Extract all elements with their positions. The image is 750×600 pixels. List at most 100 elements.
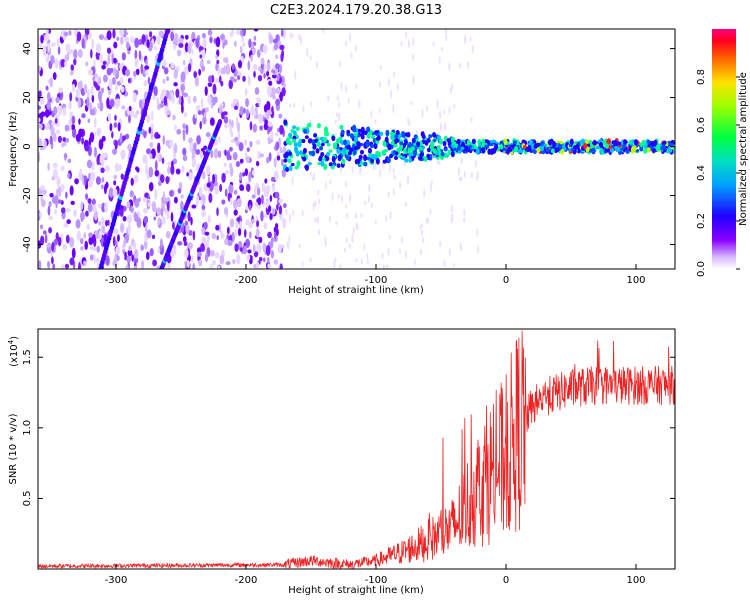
heatmap-cell bbox=[39, 211, 42, 218]
heatmap-cell bbox=[252, 123, 258, 133]
heatmap-cell bbox=[124, 36, 130, 43]
heatmap-cell bbox=[163, 67, 169, 75]
heatmap-cell bbox=[157, 180, 162, 187]
heatmap-cell bbox=[119, 63, 123, 70]
heatmap-cell bbox=[88, 172, 92, 181]
heatmap-cell bbox=[146, 114, 151, 124]
heatmap-cell bbox=[62, 106, 67, 117]
heatmap-cell bbox=[106, 30, 112, 40]
heatmap-cell bbox=[114, 139, 118, 150]
heatmap-band-cell bbox=[503, 147, 508, 152]
heatmap-cell bbox=[58, 87, 63, 94]
heatmap-cell bbox=[257, 49, 261, 58]
heatmap-band-cell bbox=[517, 149, 522, 153]
heatmap-cell bbox=[238, 142, 244, 152]
heatmap-cell bbox=[182, 123, 186, 130]
heatmap-cell bbox=[108, 187, 114, 198]
heatmap-cell bbox=[380, 65, 383, 70]
heatmap-band-cell bbox=[353, 146, 358, 151]
heatmap-cell bbox=[206, 182, 211, 188]
heatmap-band-cell bbox=[318, 157, 323, 162]
heatmap-cell bbox=[42, 189, 47, 195]
heatmap-cell bbox=[166, 76, 169, 81]
heatmap-cell bbox=[193, 142, 197, 151]
heatmap-cell bbox=[85, 210, 89, 217]
heatmap-cell bbox=[194, 76, 199, 87]
heatmap-cell bbox=[334, 132, 337, 137]
heatmap-cell bbox=[48, 227, 52, 234]
heatmap-band-cell bbox=[548, 139, 553, 146]
heatmap-cell bbox=[217, 66, 221, 76]
heatmap-cell bbox=[252, 63, 258, 71]
heatmap-cell bbox=[231, 63, 235, 71]
heatmap-band-cell bbox=[604, 143, 609, 149]
spectrogram-y-label: Frequency (Hz) bbox=[8, 111, 19, 187]
heatmap-band-cell bbox=[293, 141, 298, 148]
heatmap-cell bbox=[241, 185, 245, 191]
heatmap-cell bbox=[399, 247, 402, 254]
heatmap-cell bbox=[69, 237, 75, 248]
heatmap-band-cell bbox=[527, 144, 532, 152]
heatmap-cell bbox=[53, 106, 58, 116]
heatmap-cell bbox=[119, 77, 124, 84]
heatmap-cell bbox=[325, 241, 328, 248]
heatmap-cell bbox=[84, 240, 89, 251]
heatmap-cell bbox=[137, 197, 141, 203]
heatmap-cell bbox=[247, 75, 251, 86]
heatmap-cell bbox=[217, 265, 221, 269]
heatmap-band-cell bbox=[321, 157, 326, 161]
heatmap-cell bbox=[399, 181, 402, 189]
heatmap-cell bbox=[388, 234, 391, 240]
heatmap-band-cell bbox=[398, 154, 403, 159]
heatmap-cell bbox=[223, 206, 229, 216]
heatmap-cell bbox=[230, 131, 234, 138]
heatmap-cell bbox=[71, 247, 76, 259]
y-tick-label: 20 bbox=[22, 91, 33, 104]
heatmap-cell bbox=[97, 102, 101, 109]
heatmap-cell bbox=[339, 60, 342, 68]
heatmap-cell bbox=[450, 214, 453, 225]
heatmap-cell bbox=[426, 105, 429, 112]
heatmap-cell bbox=[346, 212, 349, 219]
heatmap-band-cell bbox=[319, 145, 324, 151]
heatmap-band-cell bbox=[440, 151, 445, 157]
heatmap-band-cell bbox=[292, 130, 297, 135]
heatmap-cell bbox=[51, 121, 56, 127]
heatmap-cell bbox=[46, 101, 51, 110]
heatmap-cell bbox=[203, 111, 207, 118]
heatmap-cell bbox=[272, 38, 277, 44]
heatmap-cell bbox=[271, 74, 277, 79]
heatmap-cell bbox=[54, 118, 58, 124]
heatmap-cell bbox=[282, 220, 286, 229]
heatmap-cell bbox=[237, 228, 242, 237]
heatmap-band-cell bbox=[371, 134, 376, 140]
heatmap-cell bbox=[255, 160, 260, 167]
heatmap-cell bbox=[251, 218, 256, 223]
heatmap-cell bbox=[401, 236, 404, 244]
heatmap-cell bbox=[350, 52, 353, 59]
heatmap-band-cell bbox=[320, 142, 325, 147]
heatmap-cell bbox=[421, 223, 424, 228]
heatmap-cell bbox=[248, 204, 252, 211]
heatmap-cell bbox=[294, 70, 297, 80]
heatmap-cell bbox=[244, 168, 249, 177]
heatmap-cell bbox=[228, 79, 234, 90]
x-tick-label: -200 bbox=[235, 275, 258, 286]
heatmap-cell bbox=[225, 261, 231, 266]
heatmap-cell bbox=[258, 236, 263, 244]
heatmap-band-cell bbox=[621, 144, 626, 149]
colorbar-axis: 0.0 0.2 0.4 0.6 0.8 bbox=[696, 69, 740, 277]
heatmap-cell bbox=[278, 205, 283, 215]
heatmap-cell bbox=[258, 256, 263, 262]
heatmap-band-cell bbox=[326, 142, 331, 147]
heatmap-cell bbox=[309, 257, 312, 263]
heatmap-cell bbox=[345, 85, 348, 93]
heatmap-cell bbox=[47, 91, 51, 101]
heatmap-cell bbox=[266, 85, 272, 97]
heatmap-cell bbox=[61, 263, 65, 269]
heatmap-cell bbox=[121, 105, 126, 110]
heatmap-band-cell bbox=[328, 162, 333, 167]
heatmap-cell bbox=[128, 245, 132, 252]
heatmap-cell bbox=[387, 77, 390, 87]
heatmap-cell bbox=[209, 117, 215, 126]
